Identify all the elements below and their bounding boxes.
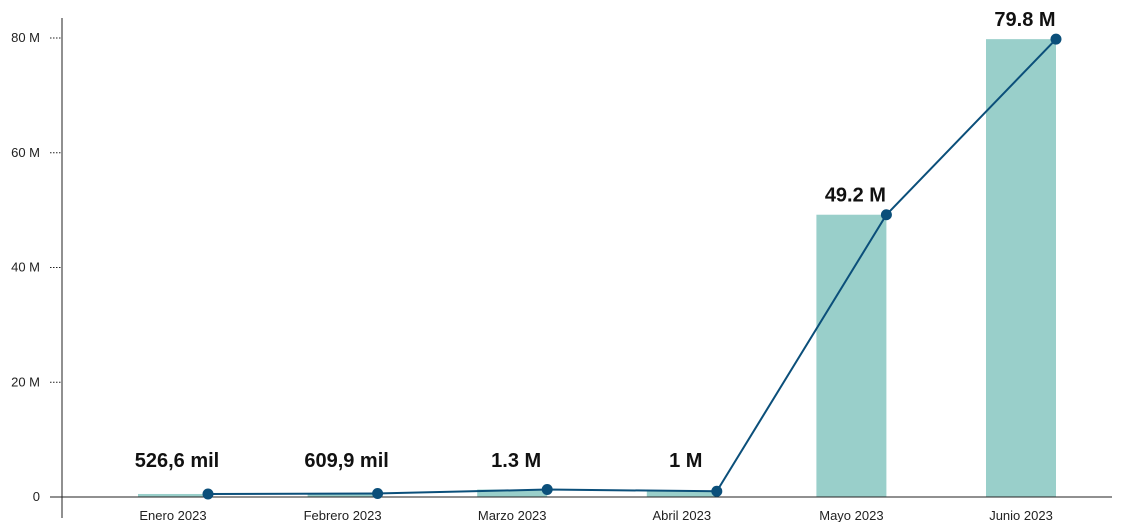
bar-1 bbox=[138, 493, 208, 497]
x-tick-label: Febrero 2023 bbox=[304, 508, 382, 522]
y-tick-label: 60 M bbox=[11, 145, 40, 160]
line-point-6 bbox=[1050, 33, 1062, 45]
y-tick-label: 0 bbox=[33, 489, 40, 504]
data-label: 609,9 mil bbox=[304, 450, 389, 472]
x-tick-label: Mayo 2023 bbox=[819, 508, 883, 522]
bar-4 bbox=[646, 491, 717, 497]
bars-group bbox=[138, 39, 1056, 498]
data-label: 526,6 mil bbox=[135, 450, 220, 472]
bar-6 bbox=[986, 39, 1056, 498]
y-tick-label: 80 M bbox=[11, 30, 40, 45]
bar-2 bbox=[307, 493, 378, 497]
line-point-4 bbox=[711, 485, 723, 497]
data-label: 1.3 M bbox=[491, 450, 541, 472]
data-label: 1 M bbox=[669, 450, 702, 472]
line-point-5 bbox=[880, 209, 892, 221]
y-tick-label: 20 M bbox=[11, 374, 40, 389]
labels-group: 526,6 mil 609,9 mil 1.3 M 1 M 49.2 M 79.8 M bbox=[135, 9, 1056, 472]
bar-3 bbox=[477, 489, 548, 497]
x-tick-label: Abril 2023 bbox=[653, 508, 712, 522]
x-tick-label: Marzo 2023 bbox=[478, 508, 547, 522]
line-series-group bbox=[202, 33, 1062, 500]
x-tick-label: Enero 2023 bbox=[139, 508, 206, 522]
line-point-1 bbox=[202, 488, 214, 500]
x-tick-label: Junio 2023 bbox=[989, 508, 1053, 522]
data-label: 49.2 M bbox=[825, 185, 886, 207]
line-point-2 bbox=[372, 488, 384, 500]
line-series bbox=[207, 38, 1057, 495]
axes-group: 0 20 M 40 M 60 M 80 M Enero 2023 Febrero 2023 M… bbox=[11, 18, 1112, 523]
line-point-3 bbox=[541, 484, 553, 496]
y-tick-label: 40 M bbox=[11, 260, 40, 275]
bar-5 bbox=[816, 214, 887, 497]
data-label: 79.8 M bbox=[994, 9, 1055, 31]
